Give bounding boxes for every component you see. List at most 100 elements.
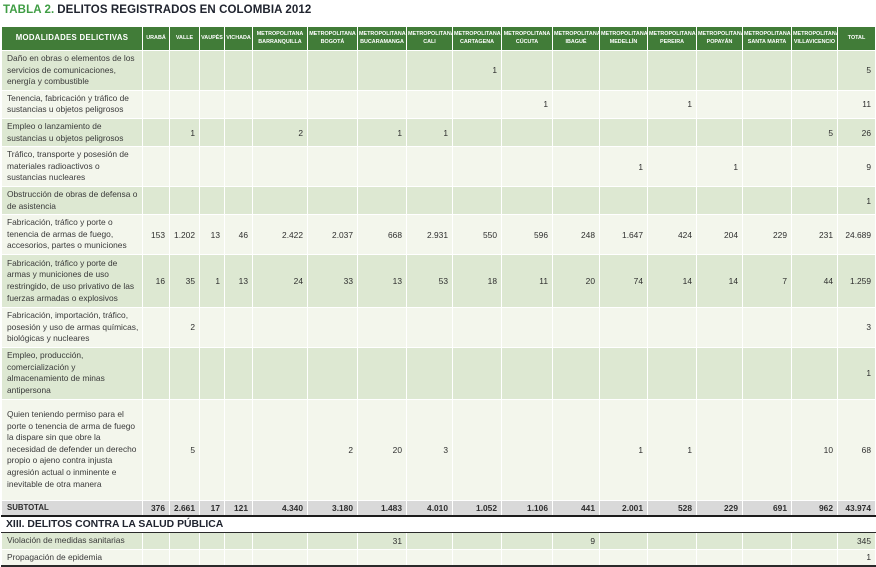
value-cell: 962 (791, 499, 838, 517)
value-cell (252, 548, 308, 567)
value-cell: 1 (169, 117, 200, 148)
value-cell (224, 185, 253, 216)
table-title-prefix: TABLA 2. (3, 4, 55, 16)
value-cell (252, 531, 308, 550)
value-cell: 13 (224, 253, 253, 308)
table-row: Tenencia, fabricación y tráfico de susta… (1, 89, 876, 119)
region-column-header: VICHADA (224, 26, 253, 51)
total-cell: 24.689 (837, 214, 876, 255)
total-cell: 1 (837, 548, 876, 567)
value-cell (696, 531, 743, 550)
value-cell: 2.422 (252, 214, 308, 255)
value-cell (307, 346, 358, 400)
value-cell (791, 50, 838, 91)
row-label: Daño en obras o elementos de los servici… (1, 50, 143, 91)
region-column-header: METROPOLITANA PEREIRA (647, 26, 697, 51)
value-cell: 121 (224, 499, 253, 517)
value-cell (599, 548, 648, 567)
value-cell (647, 50, 697, 91)
value-cell (742, 117, 792, 148)
value-cell (791, 531, 838, 550)
value-cell (169, 89, 200, 119)
value-cell: 2.661 (169, 499, 200, 517)
table-row: Propagación de epidemia 1 (1, 548, 876, 567)
row-label: Violación de medidas sanitarias (1, 531, 143, 550)
value-cell (406, 185, 453, 216)
value-cell (452, 117, 502, 148)
value-cell (252, 146, 308, 187)
value-cell (696, 50, 743, 91)
value-cell (552, 306, 600, 348)
value-cell (791, 146, 838, 187)
value-cell: 1 (452, 50, 502, 91)
row-label: Fabricación, tráfico y porte o tenencia … (1, 214, 143, 255)
table-row: Violación de medidas sanitarias 31 9 345 (1, 531, 876, 550)
value-cell: 44 (791, 253, 838, 308)
value-cell (452, 548, 502, 567)
row-label: Fabricación, importación, tráfico, poses… (1, 306, 143, 348)
total-cell: 11 (837, 89, 876, 119)
value-cell: 13 (357, 253, 407, 308)
value-cell: 550 (452, 214, 502, 255)
value-cell (647, 117, 697, 148)
value-cell (307, 306, 358, 348)
value-cell: 53 (406, 253, 453, 308)
value-cell (501, 346, 553, 400)
value-cell (357, 306, 407, 348)
value-cell (224, 50, 253, 91)
region-column-header: METROPOLITANA BUCARAMANGA (357, 26, 407, 51)
total-cell: 1.259 (837, 253, 876, 308)
value-cell (406, 548, 453, 567)
region-column-header: METROPOLITANA VILLAVICENCIO (791, 26, 838, 51)
value-cell (142, 50, 170, 91)
value-cell (199, 146, 225, 187)
value-cell (452, 185, 502, 216)
value-cell (199, 346, 225, 400)
value-cell (742, 398, 792, 501)
value-cell: 1 (357, 117, 407, 148)
region-column-header: METROPOLITANA CÚCUTA (501, 26, 553, 51)
value-cell (224, 531, 253, 550)
value-cell (224, 117, 253, 148)
table-body: Daño en obras o elementos de los servici… (1, 50, 876, 567)
region-column-header: METROPOLITANA CARTAGENA (452, 26, 502, 51)
value-cell: 441 (552, 499, 600, 517)
value-cell (599, 117, 648, 148)
value-cell (199, 117, 225, 148)
value-cell: 31 (357, 531, 407, 550)
row-label: Empleo, producción, comercialización y a… (1, 346, 143, 400)
row-label: Empleo o lanzamiento de sustancias u obj… (1, 117, 143, 148)
value-cell (452, 89, 502, 119)
value-cell: 2 (307, 398, 358, 501)
value-cell (742, 346, 792, 400)
value-cell (742, 185, 792, 216)
table-row: Empleo o lanzamiento de sustancias u obj… (1, 117, 876, 148)
value-cell (169, 548, 200, 567)
value-cell (357, 548, 407, 567)
value-cell (169, 185, 200, 216)
value-cell (791, 185, 838, 216)
value-cell (552, 50, 600, 91)
value-cell: 1 (599, 398, 648, 501)
value-cell (224, 548, 253, 567)
value-cell (647, 346, 697, 400)
value-cell (599, 531, 648, 550)
value-cell: 20 (552, 253, 600, 308)
value-cell (224, 306, 253, 348)
value-cell (552, 89, 600, 119)
table-title: TABLA 2. DELITOS REGISTRADOS EN COLOMBIA … (3, 4, 876, 16)
table-row: Fabricación, tráfico y porte de armas y … (1, 253, 876, 308)
value-cell (552, 146, 600, 187)
total-cell: 9 (837, 146, 876, 187)
value-cell: 248 (552, 214, 600, 255)
value-cell (452, 146, 502, 187)
value-cell (199, 306, 225, 348)
section-header-row: XIII. DELITOS CONTRA LA SALUD PÚBLICA (1, 515, 876, 533)
region-column-header: METROPOLITANA BOGOTÁ (307, 26, 358, 51)
value-cell: 2.931 (406, 214, 453, 255)
value-cell (307, 531, 358, 550)
value-cell (501, 185, 553, 216)
value-cell (599, 185, 648, 216)
value-cell: 20 (357, 398, 407, 501)
value-cell (501, 398, 553, 501)
